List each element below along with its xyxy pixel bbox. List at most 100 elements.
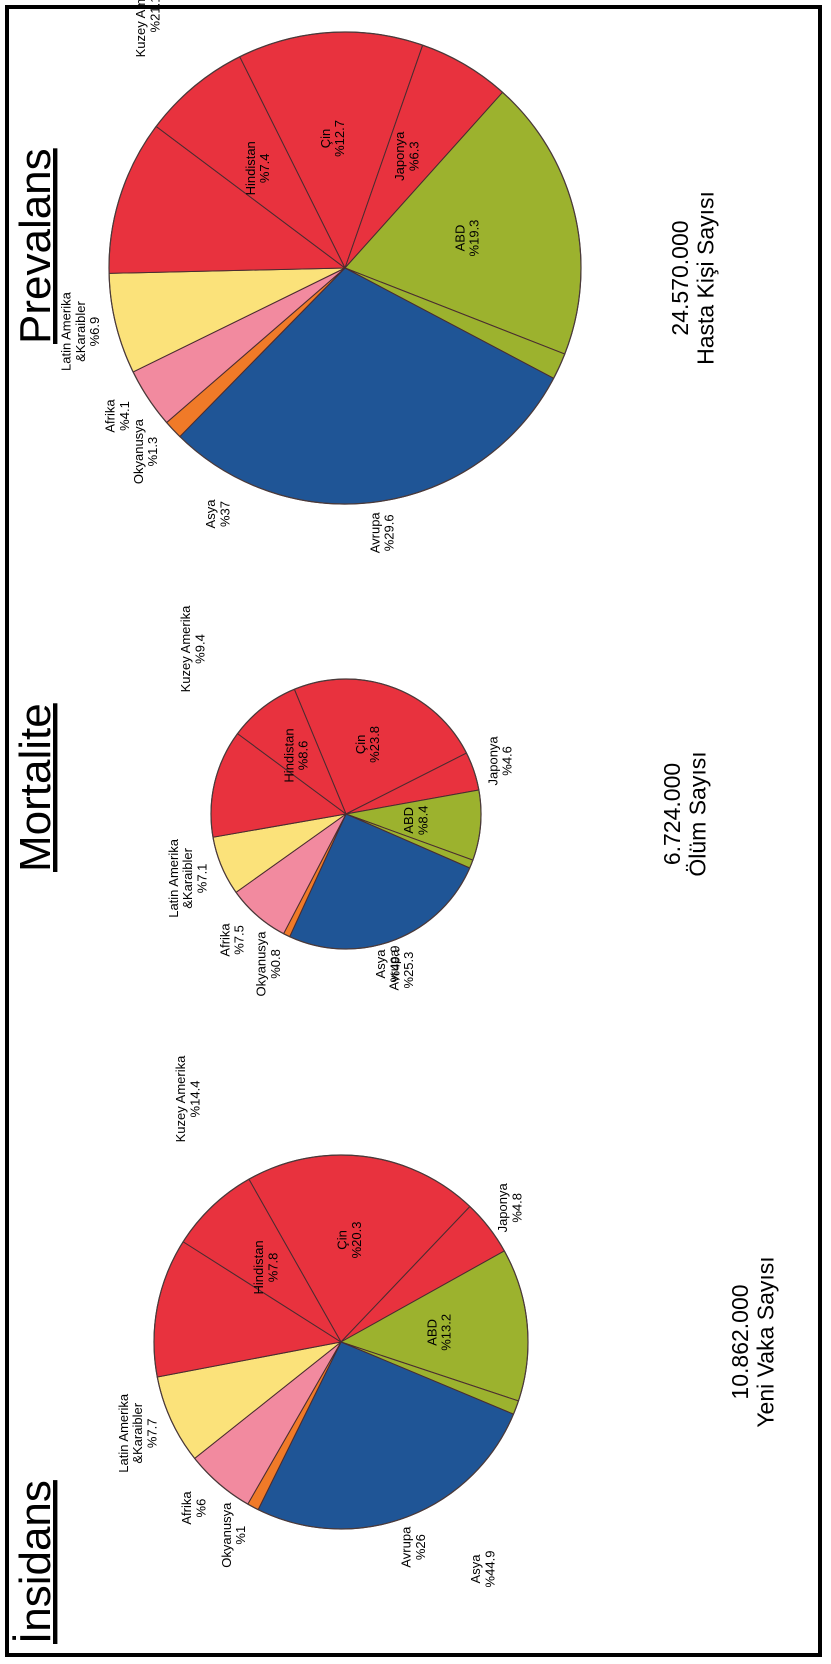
group-label-kuzey-amerika-line: %21.1 (147, 0, 162, 32)
slice-label-afrika-line: %7.5 (232, 925, 247, 955)
slice-label-japonya: Japonya%4.6 (485, 736, 514, 786)
slice-label-afrika-line: Afrika (217, 923, 232, 957)
slice-label-cin: Çin%20.3 (335, 1221, 364, 1258)
slice-label-abd-line: ABD (401, 807, 416, 834)
slice-label-hindistan-line: %7.8 (265, 1253, 280, 1283)
pie-chart-insidans: İnsidans Çin%20.3 Japonya%4.8 ABD%13.2 Avrup… (11, 1055, 778, 1644)
slice-label-latin-amerika-karaibler-line: &Karaibler (130, 1402, 145, 1463)
slice-label-abd-line: %13.2 (439, 1314, 454, 1351)
total-count: 10.862.000Yeni Vaka Sayısı (727, 1256, 778, 1427)
slice-label-japonya-line: Japonya (495, 1182, 510, 1232)
slice-label-avrupa: Avrupa%26 (399, 1526, 428, 1568)
total-count-line: Yeni Vaka Sayısı (752, 1256, 778, 1427)
group-label-asya: Asya%37 (203, 499, 232, 529)
group-label-kuzey-amerika: Kuzey Amerika%21.1 (133, 0, 162, 57)
chart-title-line: İnsidans (11, 1480, 60, 1644)
slice-label-okyanusya-line: %1 (233, 1526, 248, 1545)
slice-label-cin: Çin%12.7 (318, 120, 347, 157)
group-label-asya: Asya%49.9 (373, 946, 402, 983)
group-label-kuzey-amerika-line: Kuzey Amerika (173, 1055, 188, 1142)
slice-label-latin-amerika-karaibler-line: Latin Amerika (59, 291, 74, 371)
slice-label-japonya-line: %6.3 (406, 141, 421, 171)
slice-label-afrika: Afrika%7.5 (217, 923, 246, 957)
total-count-line: 10.862.000 (727, 1284, 753, 1399)
slice-label-afrika: Afrika%4.1 (103, 399, 132, 433)
slice-label-latin-amerika-karaibler-line: %7.7 (145, 1418, 160, 1448)
slice-label-latin-amerika-karaibler: Latin Amerika&Karaibler%6.9 (59, 291, 103, 371)
slice-label-cin-line: Çin (353, 735, 368, 755)
total-count-line: 6.724.000 (659, 763, 685, 865)
slice-label-hindistan: Hindistan%8.6 (281, 728, 310, 782)
slice-label-avrupa-line: %29.6 (382, 514, 397, 551)
slice-label-afrika-line: Afrika (179, 1491, 194, 1525)
slice-label-avrupa-line: %26 (413, 1534, 428, 1560)
slice-label-abd: ABD%8.4 (401, 805, 430, 835)
chart-title-line: Prevalans (11, 148, 60, 344)
slice-label-japonya: Japonya%6.3 (392, 131, 421, 181)
slice-label-avrupa-line: Avrupa (367, 512, 382, 554)
slice-label-avrupa-line: %25.3 (401, 952, 416, 989)
slice-label-afrika-line: Afrika (103, 399, 118, 433)
slice-label-avrupa: Avrupa%25.3 (387, 949, 416, 991)
slice-label-hindistan: Hindistan%7.8 (251, 1240, 280, 1294)
slice-label-latin-amerika-karaibler-line: %7.1 (195, 864, 210, 894)
slice-label-okyanusya-line: Okyanusya (219, 1502, 234, 1568)
slice-label-avrupa-line: Avrupa (387, 949, 402, 991)
slice-label-cin-line: Çin (335, 1230, 350, 1250)
slice-label-okyanusya: Okyanusya%1 (219, 1502, 248, 1568)
slice-label-latin-amerika-karaibler-line: Latin Amerika (116, 1393, 131, 1473)
slice-label-hindistan: Hindistan%7.4 (243, 141, 272, 195)
chart-title: Prevalans (11, 148, 60, 344)
slice-label-latin-amerika-karaibler-line: &Karaibler (180, 847, 195, 908)
pie-chart-mortalite: Mortalite Çin%23.8 Japonya%4.6 ABD%8.4 Avrup… (11, 605, 710, 997)
total-count: 24.570.000Hasta Kişi Sayısı (667, 191, 718, 365)
slice-label-afrika-line: %4.1 (117, 401, 132, 431)
slice-label-abd: ABD%19.3 (452, 220, 481, 257)
slice-label-cin: Çin%23.8 (353, 726, 382, 763)
group-label-kuzey-amerika: Kuzey Amerika%14.4 (173, 1055, 202, 1142)
slice-label-latin-amerika-karaibler-line: &Karaibler (73, 301, 88, 362)
slice-label-abd-line: %8.4 (415, 805, 430, 835)
pie-chart-prevalans: Prevalans Çin%12.7 Japonya%6.3 ABD%19.3 Avru… (11, 0, 718, 553)
slice-label-japonya-line: %4.8 (509, 1193, 524, 1223)
pie-outline (153, 1154, 529, 1530)
group-label-kuzey-amerika-line: %14.4 (187, 1081, 202, 1118)
group-label-kuzey-amerika-line: %9.4 (192, 634, 207, 664)
slice-label-afrika: Afrika%6 (179, 1491, 208, 1525)
group-label-asya-line: Asya (468, 1554, 483, 1584)
group-label-kuzey-amerika-line: Kuzey Amerika (178, 605, 193, 692)
pie-outline (108, 31, 582, 505)
slice-label-abd-line: %19.3 (467, 220, 482, 257)
group-label-asya-line: %44.9 (482, 1551, 497, 1588)
slice-label-japonya: Japonya%4.8 (495, 1182, 524, 1232)
total-count-line: Ölüm Sayısı (684, 751, 710, 876)
rotated-figure: İnsidansÇin%20.3Japonya%4.8ABD%13.2Avrup… (11, 0, 778, 1644)
group-label-kuzey-amerika: Kuzey Amerika%9.4 (178, 605, 207, 692)
total-count: 6.724.000Ölüm Sayısı (659, 751, 710, 876)
slice-label-latin-amerika-karaibler-line: Latin Amerika (166, 838, 181, 918)
slice-label-hindistan-line: Hindistan (281, 728, 296, 782)
slice-label-hindistan-line: Hindistan (251, 1240, 266, 1294)
slice-label-hindistan-line: Hindistan (243, 141, 258, 195)
group-label-asya: Asya%44.9 (468, 1551, 497, 1588)
slice-label-abd-line: ABD (452, 225, 467, 252)
slice-label-abd: ABD%13.2 (424, 1314, 453, 1351)
slice-label-okyanusya-line: Okyanusya (131, 418, 146, 484)
pie-outline (210, 678, 482, 950)
slice-label-latin-amerika-karaibler-line: %6.9 (87, 317, 102, 347)
slice-label-cin-line: Çin (318, 129, 333, 149)
slice-label-afrika-line: %6 (193, 1499, 208, 1518)
slice-label-hindistan-line: %8.6 (296, 741, 311, 771)
slice-label-okyanusya-line: %0.8 (268, 949, 283, 979)
slice-label-cin-line: %12.7 (332, 120, 347, 157)
slice-label-cin-line: %20.3 (349, 1221, 364, 1258)
group-label-kuzey-amerika-line: Kuzey Amerika (133, 0, 148, 57)
total-count-line: 24.570.000 (667, 220, 693, 335)
slice-label-okyanusya: Okyanusya%0.8 (254, 931, 283, 997)
slice-label-japonya-line: Japonya (392, 131, 407, 181)
group-label-asya-line: %37 (217, 501, 232, 527)
slice-label-japonya-line: Japonya (485, 736, 500, 786)
slice-label-okyanusya-line: %1.3 (145, 437, 160, 467)
slice-label-latin-amerika-karaibler: Latin Amerika&Karaibler%7.1 (166, 838, 210, 918)
